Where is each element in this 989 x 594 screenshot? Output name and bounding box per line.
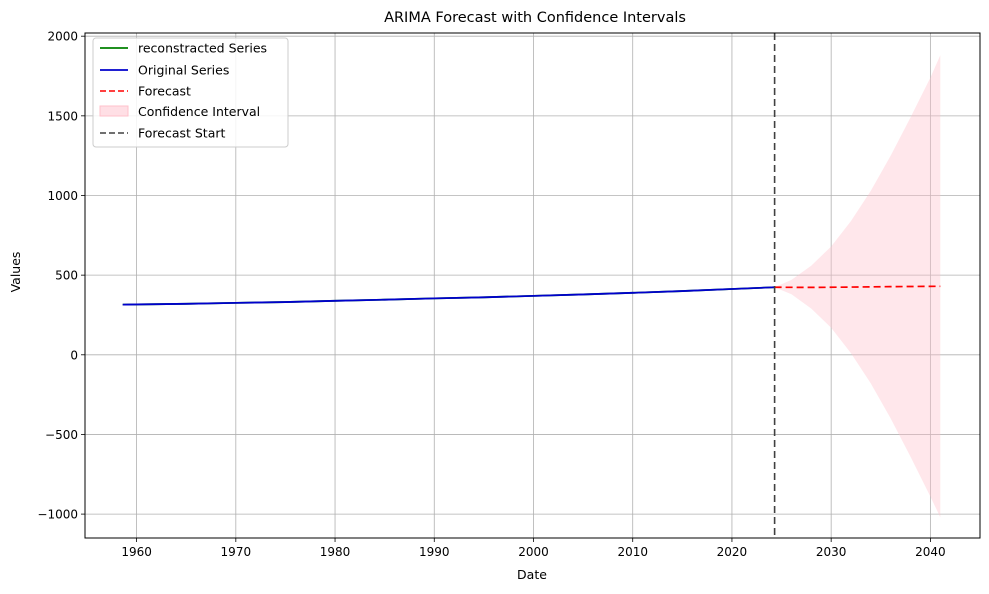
grid-lines	[85, 33, 980, 538]
x-tick-label: 1970	[221, 545, 252, 559]
y-axis-ticks: −1000 −500 0 500 1000 1500 2000	[37, 30, 85, 522]
legend-label-original: Original Series	[138, 63, 229, 78]
x-tick-label: 1990	[419, 545, 450, 559]
plot-area-frame	[84, 32, 981, 539]
x-tick-label: 2010	[617, 545, 648, 559]
y-tick-label: 2000	[47, 30, 78, 44]
original-series-line	[122, 286, 775, 306]
forecast-line	[774, 285, 941, 289]
x-tick-label: 2040	[915, 545, 946, 559]
x-tick-label: 2000	[518, 545, 549, 559]
y-tick-label: 1500	[47, 109, 78, 123]
legend: reconstracted Series Original Series For…	[92, 37, 289, 148]
chart-title: ARIMA Forecast with Confidence Intervals	[384, 10, 686, 26]
legend-label-reconstructed: reconstracted Series	[138, 41, 267, 56]
x-tick-label: 2020	[717, 545, 748, 559]
legend-label-forecast: Forecast	[138, 84, 191, 99]
x-tick-label: 1960	[121, 545, 152, 559]
legend-label-forecast-start: Forecast Start	[138, 126, 226, 141]
y-tick-label: 0	[70, 348, 78, 362]
x-tick-label: 1980	[320, 545, 351, 559]
y-tick-label: −1000	[37, 508, 78, 522]
legend-swatch-confidence	[99, 105, 129, 117]
x-axis-label: Date	[517, 567, 547, 582]
legend-box	[92, 37, 289, 148]
y-tick-label: 1000	[47, 189, 78, 203]
y-tick-label: −500	[45, 428, 78, 442]
y-axis-label: Values	[8, 252, 23, 293]
x-tick-label: 2030	[816, 545, 847, 559]
reconstructed-series-line	[122, 286, 775, 306]
series-layer	[122, 285, 941, 306]
y-tick-label: 500	[55, 269, 78, 283]
legend-label-confidence: Confidence Interval	[138, 104, 260, 119]
x-axis-ticks: 1960 1970 1980 1990 2000 2010 2020 2030 2040	[121, 538, 946, 559]
